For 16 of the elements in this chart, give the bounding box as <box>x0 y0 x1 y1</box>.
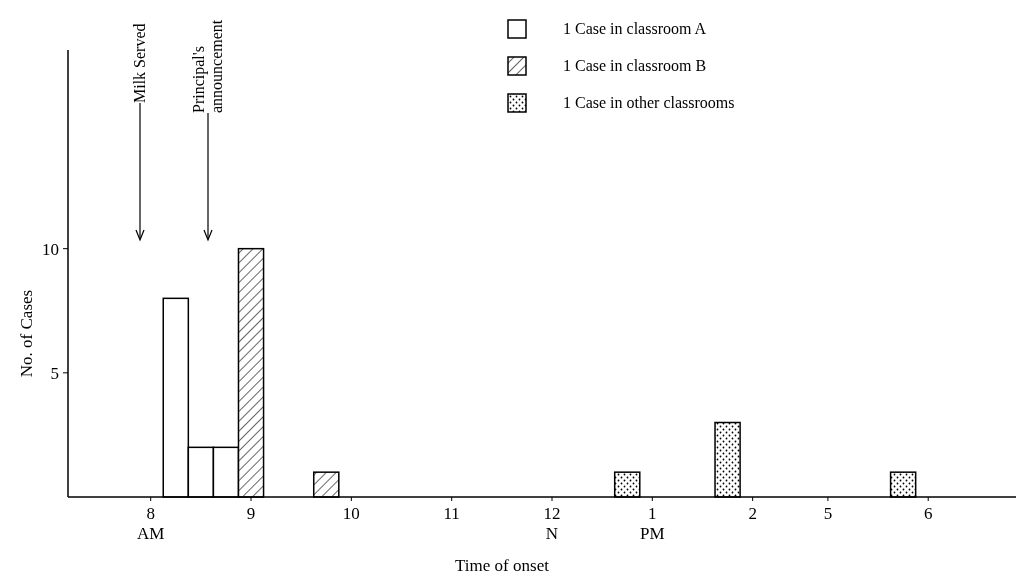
x-tick-label: 12 N <box>543 504 561 543</box>
x-tick-label: 11 <box>443 504 460 523</box>
x-tick-label: 8 AM <box>137 504 165 543</box>
x-tick-label: 9 <box>246 504 256 523</box>
annotation: Principal's announcement <box>190 19 225 113</box>
x-axis-title: Time of onset <box>455 556 550 575</box>
legend-label: 1 Case in other classrooms <box>563 94 735 111</box>
y-axis-title: No. of Cases <box>17 289 36 378</box>
x-tick-label: 6 <box>923 504 933 523</box>
x-tick-label: 10 <box>342 504 360 523</box>
x-tick-label: 2 <box>748 504 757 523</box>
legend-label: 1 Case in classroom B <box>563 57 707 74</box>
x-tick-label: 1 PM <box>640 504 665 543</box>
legend-label: 1 Case in classroom A <box>563 20 707 37</box>
x-tick-label: 5 <box>823 504 833 523</box>
annotation: Milk Served <box>131 23 148 103</box>
